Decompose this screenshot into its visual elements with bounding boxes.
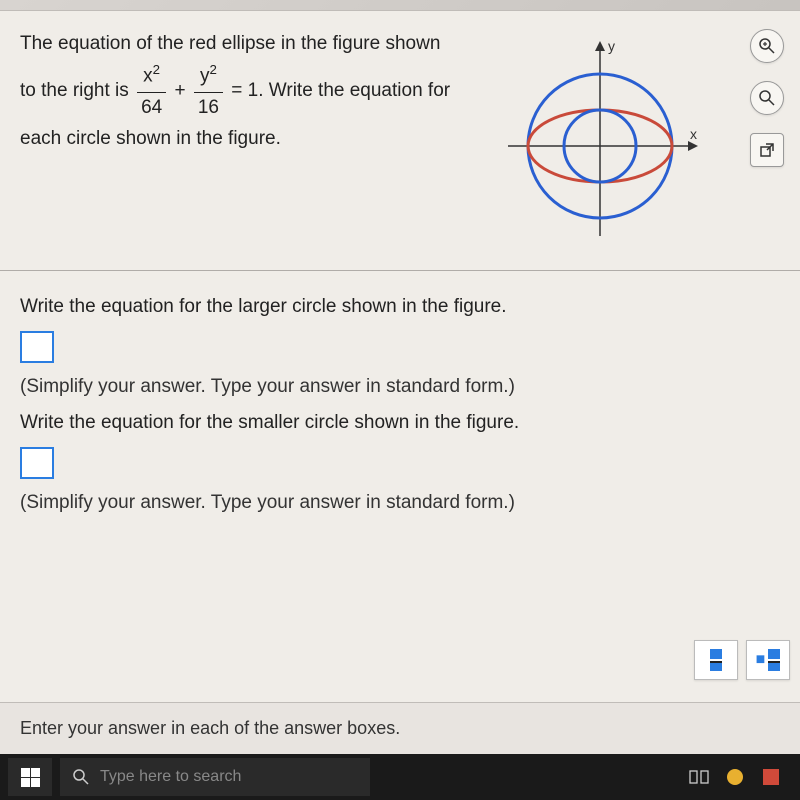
popup-icon[interactable] <box>750 133 784 167</box>
problem-line-3: each circle shown in the figure. <box>20 124 520 154</box>
fraction-tool-2[interactable]: ■ <box>746 640 790 680</box>
problem-text: The equation of the red ellipse in the f… <box>20 29 520 154</box>
figure-graph: y x <box>490 31 710 251</box>
taskbar-right <box>688 766 792 788</box>
answer-input-1[interactable] <box>20 331 54 363</box>
app-icon-1[interactable] <box>724 766 746 788</box>
hint-bar: Enter your answer in each of the answer … <box>0 702 800 754</box>
fraction-1: x264 <box>137 59 166 123</box>
answer-input-2[interactable] <box>20 447 54 479</box>
y-axis-label: y <box>608 38 615 54</box>
prompt-smaller: Write the equation for the smaller circl… <box>20 405 780 441</box>
zoom-plus-icon[interactable] <box>750 29 784 63</box>
fraction-tool-1[interactable] <box>694 640 738 680</box>
problem-line-1: The equation of the red ellipse in the f… <box>20 29 520 59</box>
search-input[interactable]: Type here to search <box>60 758 370 796</box>
prompt-larger: Write the equation for the larger circle… <box>20 289 780 325</box>
fraction-2: y216 <box>194 59 223 123</box>
app-icon-2[interactable] <box>760 766 782 788</box>
windows-icon <box>21 768 40 787</box>
taskbar: Type here to search <box>0 754 800 800</box>
app-window: The equation of the red ellipse in the f… <box>0 10 800 800</box>
hint-1: (Simplify your answer. Type your answer … <box>20 369 780 405</box>
zoom-icon[interactable] <box>750 81 784 115</box>
problem-line-2: to the right is x264 + y216 = 1. Write t… <box>20 59 520 123</box>
start-button[interactable] <box>8 758 52 796</box>
math-toolbar: ■ <box>694 640 790 680</box>
tool-column <box>750 29 784 167</box>
hint-2: (Simplify your answer. Type your answer … <box>20 485 780 521</box>
search-icon <box>72 768 90 786</box>
answer-area: Write the equation for the larger circle… <box>0 271 800 539</box>
x-axis-label: x <box>690 126 697 142</box>
task-view-icon[interactable] <box>688 766 710 788</box>
problem-area: The equation of the red ellipse in the f… <box>0 11 800 271</box>
